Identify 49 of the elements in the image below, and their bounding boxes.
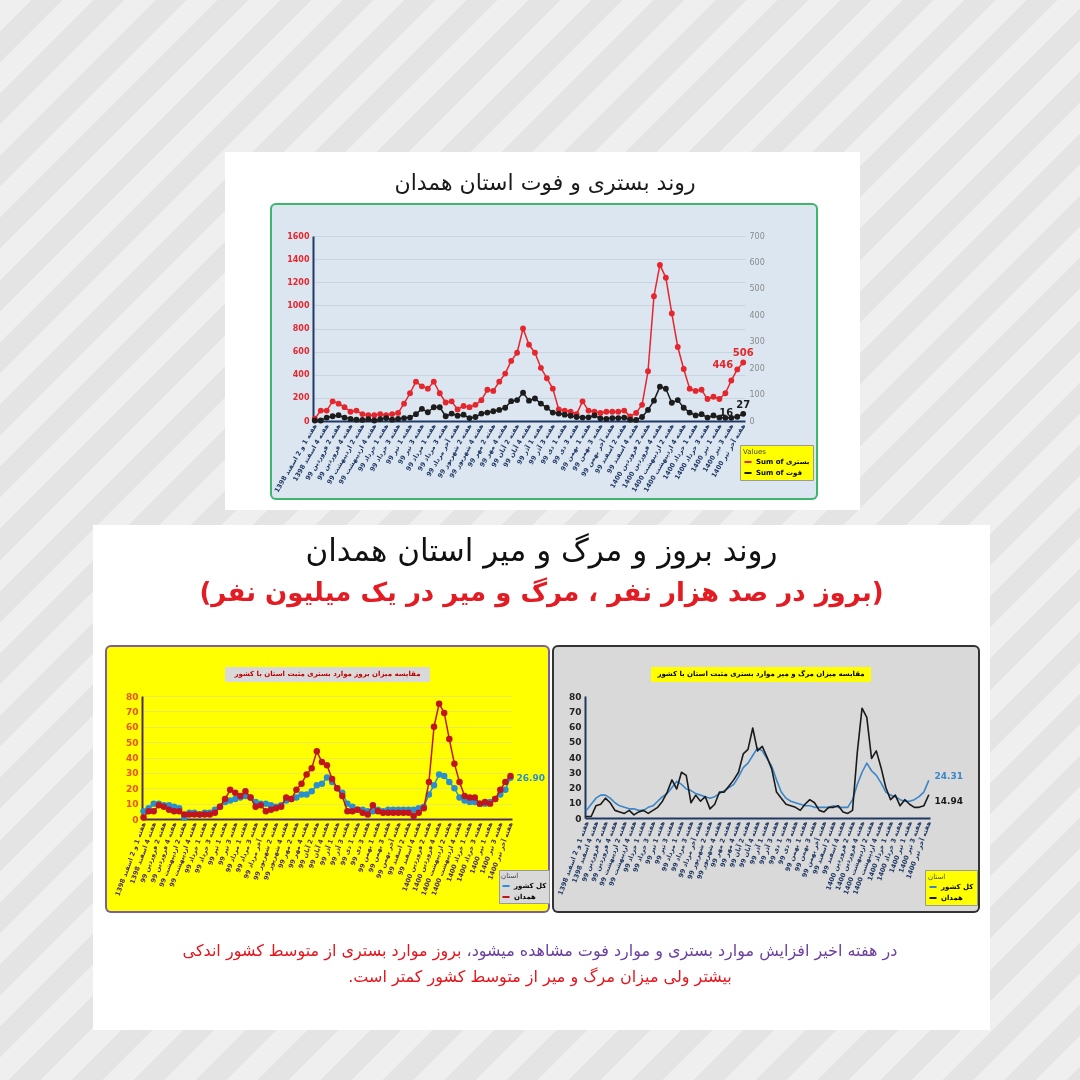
y-tick-label: 10 [568,798,582,809]
y2-tick-label: 200 [749,363,765,373]
data-label: 24.31 [934,770,964,781]
y-tick-label: 600 [292,347,310,357]
y-tick-label: 200 [292,393,310,403]
y-tick-label: 1200 [287,277,310,287]
y-tick-label: 80 [568,691,582,702]
y-tick-label: 80 [125,691,139,702]
y-tick-label: 400 [292,370,310,380]
data-label: 27 [736,398,751,410]
y2-tick-label: 0 [749,416,755,426]
y2-tick-label: 500 [749,284,765,294]
y-tick-label: 50 [125,737,139,748]
text: بیشتر ولی میزان مرگ و میر از متوسط کشور کمتر است. [348,966,732,989]
y-tick-label: 70 [125,706,139,717]
y2-tick-label: 400 [749,310,765,320]
y-tick-label: 20 [568,783,582,793]
y-tick-label: 0 [303,416,310,426]
y2-tick-label: 600 [749,257,765,267]
y-tick-label: 1600 [287,231,310,241]
y-tick-label: 40 [568,752,582,763]
y-tick-label: 50 [568,737,582,748]
y-tick-label: 70 [568,706,582,717]
y-tick-label: 1400 [287,254,310,264]
text: (بروز در صد هزار نفر ، مرگ و میر در یک میلیون نفر) [198,576,885,610]
y2-tick-label: 300 [749,337,765,347]
y-tick-label: 800 [292,324,310,333]
y2-tick-label: 700 [749,231,765,241]
line-series [585,747,930,812]
y-tick-label: 30 [125,768,139,779]
y-tick-label: 20 [125,783,139,794]
y-tick-label: 60 [125,722,139,733]
y-tick-label: 40 [125,753,139,763]
y-tick-label: 0 [575,813,582,824]
text: روند بروز و مرگ و میر استان همدان [304,531,779,571]
y-tick-label: 60 [568,722,582,732]
data-label: 446 [712,359,734,371]
y-tick-label: 30 [568,767,582,778]
y-tick-label: 1000 [287,300,310,310]
chart-title: روند بستری و فوت استان همدان [393,169,697,197]
data-label: 16 [719,406,734,418]
data-label: 26.90 [516,772,545,783]
data-label: 506 [732,347,754,359]
y2-tick-label: 100 [749,390,765,400]
data-label: 14.94 [934,796,964,807]
text: بروز موارد بستری از متوسط کشور اندکی [182,940,462,963]
y-tick-label: 0 [132,814,139,825]
y-tick-label: 10 [125,799,139,810]
text: در هفته اخیر افزایش موارد بستری و موارد فوت مشاهده میشود، [466,940,898,963]
